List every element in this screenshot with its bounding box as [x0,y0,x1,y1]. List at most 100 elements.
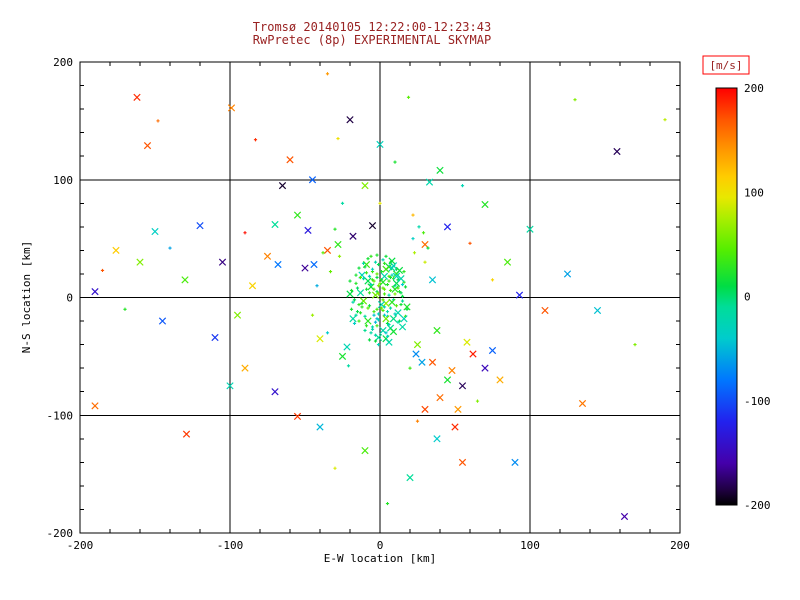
data-point-dot [375,290,379,294]
data-point-dot [382,287,387,291]
axis-tick-labels: -200 -100 0 100 200 -200 -100 0 100 200 [47,56,690,552]
data-point-dot [376,318,381,322]
data-point-dot [357,319,361,323]
data-point-cross [218,258,227,266]
data-point-dot [490,278,495,282]
data-point-dot [367,274,372,278]
x-tick-label: -200 [67,539,94,552]
data-point-dot [376,312,381,316]
data-point-dot [388,260,393,264]
data-point-cross [364,317,372,325]
data-point-cross [389,328,398,336]
data-point-cross [241,364,249,372]
data-point-dot [156,119,160,123]
colorbar-tick-labels: 200 100 0 -100 -200 [744,82,771,512]
data-point-dot [364,287,369,291]
data-point-cross [382,315,390,323]
data-point-cross [613,147,621,156]
data-point-dot [123,307,127,311]
data-point-dot [405,307,409,311]
data-point-cross [433,326,441,335]
data-point-dot [360,305,364,309]
data-point-dot [460,184,465,188]
data-point-cross [421,405,429,413]
colorbar [715,87,738,506]
data-point-cross [211,333,219,342]
data-point-cross [451,423,459,431]
data-point-dot [387,279,391,283]
colorbar-tick-label: -100 [744,395,771,408]
data-point-dot [384,331,388,335]
data-point-dot [168,246,172,250]
data-point-cross [515,291,524,299]
data-point-cross [395,266,404,275]
data-point-cross [454,405,462,413]
data-point-dot [367,291,372,295]
data-point-dot [363,265,367,269]
data-point-dot [382,292,387,296]
data-point-cross [182,430,191,438]
data-point-dot [337,254,342,258]
data-point-dot [364,324,369,328]
data-point-dot [355,286,360,290]
colorbar-tick-label: 100 [744,186,764,199]
data-point-cross [133,93,141,101]
data-point-cross [382,265,390,273]
data-point-cross [397,275,405,283]
data-point-cross [91,402,99,410]
y-tick-label: 200 [53,56,73,69]
data-point-dot [364,271,369,275]
data-point-cross [541,306,549,315]
data-point-cross [425,178,434,186]
data-point-dot [363,314,367,318]
x-tick-label: 200 [670,539,690,552]
data-point-cross [316,423,324,431]
data-point-dot [393,292,397,296]
data-point-dot [381,308,385,313]
scatter-points [91,72,667,521]
data-point-dot [633,343,637,347]
data-point-cross [112,246,120,255]
data-point-cross [377,300,386,309]
data-point-cross [620,512,629,521]
data-point-dot [243,231,247,235]
data-point-dot [387,274,391,278]
data-point-dot [426,246,430,250]
data-point-cross [428,358,437,366]
data-point-dot [367,338,372,342]
data-point-dot [321,251,325,255]
y-tick-label: -100 [47,409,74,422]
data-point-dot [399,291,403,295]
data-point-dot [412,251,417,255]
data-point-dot [358,311,363,315]
data-point-cross [158,317,167,325]
data-point-dot [385,334,390,338]
data-point-cross [379,278,387,286]
data-point-cross [593,306,602,315]
data-point-dot [328,269,333,274]
data-point-dot [403,285,408,289]
data-point-dot [393,160,397,164]
data-point-dot [376,284,381,288]
data-point-cross [181,276,189,284]
data-point-dot [394,304,399,308]
data-point-dot [385,282,390,287]
data-point-cross [248,282,257,290]
data-point-cross [391,285,399,293]
data-point-dot [369,282,373,287]
data-point-cross [374,333,383,342]
data-point-dot [370,278,375,282]
data-point-cross [463,338,471,346]
data-point-dot [411,237,415,241]
data-point-cross [349,232,357,240]
data-point-cross [418,358,426,366]
data-point-cross [338,352,347,360]
data-point-cross [413,340,422,349]
data-point-dot [402,269,406,274]
y-tick-label: 100 [53,174,73,187]
data-point-cross [382,299,390,308]
data-point-dot [333,227,337,231]
data-point-dot [373,339,378,343]
data-point-cross [428,276,437,284]
data-point-cross [496,376,504,384]
